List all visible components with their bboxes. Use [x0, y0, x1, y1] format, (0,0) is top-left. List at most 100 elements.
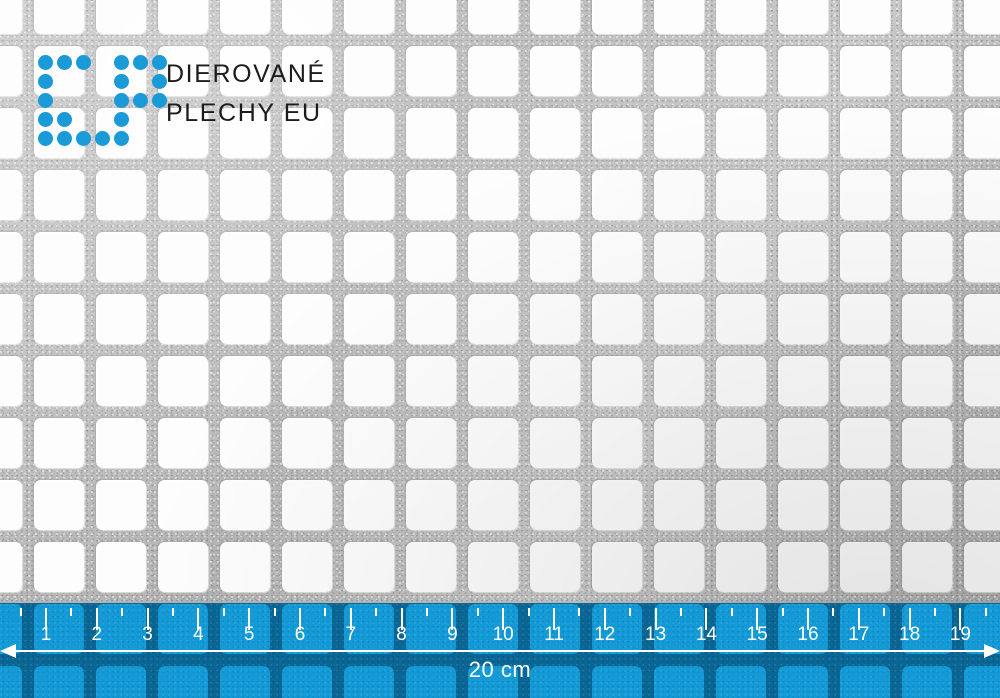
perforation-hole [468, 356, 518, 406]
perforation-hole [468, 232, 518, 282]
logo-dot [133, 93, 148, 108]
ruler-tick-label: 17 [848, 624, 870, 645]
perforation-hole [964, 294, 1000, 344]
perforation-hole [344, 356, 394, 406]
perforation-hole [96, 356, 146, 406]
logo-dot [57, 55, 72, 70]
perforation-hole [0, 108, 22, 158]
perforation-hole [282, 170, 332, 220]
perforation-hole [964, 0, 1000, 34]
perforation-hole [654, 0, 704, 34]
perforation-hole [716, 542, 766, 592]
perforation-hole [902, 170, 952, 220]
logo-dot [152, 74, 167, 89]
perforation-hole [778, 0, 828, 34]
perforation-hole [902, 356, 952, 406]
ruler-tick-label: 10 [492, 624, 514, 645]
ruler-tick-minor [70, 608, 73, 616]
ruler-tick-major [95, 608, 98, 630]
brand-name-line-1: DIEROVANÉ [166, 60, 326, 88]
perforation-hole [468, 294, 518, 344]
brand-name-line-2: PLECHY EU [166, 99, 322, 127]
logo-dot [133, 55, 148, 70]
ruler-tick-minor [222, 608, 225, 616]
perforation-hole [282, 46, 332, 96]
perforation-hole [406, 170, 456, 220]
perforation-hole [34, 356, 84, 406]
ruler-tick-minor [121, 608, 124, 616]
perforation-hole [406, 542, 456, 592]
ruler-tick-label: 8 [396, 624, 407, 645]
perforation-hole [406, 480, 456, 530]
perforation-hole [530, 170, 580, 220]
ruler-tick-label: 5 [243, 624, 255, 645]
perforation-hole [716, 418, 766, 468]
perforation-hole [282, 480, 332, 530]
perforation-hole [654, 294, 704, 344]
perforation-hole [344, 418, 394, 468]
ruler-tick-major [197, 608, 200, 630]
perforation-hole [654, 108, 704, 158]
perforation-hole [902, 542, 952, 592]
perforation-hole [592, 232, 642, 282]
perforation-hole [406, 418, 456, 468]
ruler-tick-minor [476, 608, 479, 616]
perforation-hole [220, 232, 270, 282]
ruler-tick-minor [680, 608, 682, 616]
perforation-hole [902, 0, 952, 34]
ruler-perforation-hole [840, 604, 890, 654]
perforation-hole [654, 480, 704, 530]
ruler-perforation-hole [96, 666, 146, 698]
ruler-perforation-hole [902, 666, 952, 698]
perforation-hole [344, 294, 394, 344]
perforation-hole [158, 0, 208, 34]
perforation-hole [468, 418, 518, 468]
ruler-tick-major [756, 608, 759, 630]
perforation-hole [34, 0, 84, 34]
ruler-tick-minor [883, 608, 886, 616]
perforation-hole [406, 356, 456, 406]
ruler-perforation-hole [716, 666, 766, 698]
perforation-hole [654, 356, 704, 406]
perforation-hole [158, 232, 208, 282]
perforation-hole [158, 294, 208, 344]
perforation-hole [840, 46, 890, 96]
logo-dot [38, 55, 53, 70]
perforation-hole [964, 46, 1000, 96]
perforation-hole [530, 294, 580, 344]
perforation-hole [654, 542, 704, 592]
perforation-hole [778, 170, 828, 220]
ruler-perforation-hole [778, 604, 828, 654]
perforation-hole [716, 0, 766, 34]
perforation-hole [530, 108, 580, 158]
logo-dot [152, 55, 167, 70]
perforation-hole [158, 356, 208, 406]
perforation-hole [778, 418, 828, 468]
perforation-hole [220, 542, 270, 592]
ruler-perforation-hole [964, 666, 1000, 698]
perforation-hole [468, 46, 518, 96]
logo-dot [38, 131, 53, 146]
perforation-hole [344, 108, 394, 158]
ruler-tick-minor [324, 608, 327, 616]
perforation-hole [840, 480, 890, 530]
ruler-perforation-hole [220, 604, 270, 654]
perforation-hole [282, 0, 332, 34]
ruler-perforation-hole [0, 604, 22, 654]
perforation-hole [0, 418, 22, 468]
perforation-hole [96, 170, 146, 220]
perforation-hole [158, 480, 208, 530]
logo-dot [76, 55, 91, 70]
ruler-tick-label: 19 [949, 624, 971, 645]
perforation-hole [158, 542, 208, 592]
ruler-perforation-hole [840, 666, 890, 698]
perforation-hole [468, 542, 518, 592]
measure-span-label: 20 cm [468, 657, 532, 682]
perforation-hole [220, 418, 270, 468]
perforation-hole [716, 170, 766, 220]
ruler-tick-minor [629, 608, 632, 616]
ruler-perforation-hole [406, 666, 456, 698]
perforation-hole [592, 294, 642, 344]
perforation-hole [654, 46, 704, 96]
ruler-tick-label: 3 [142, 624, 153, 645]
